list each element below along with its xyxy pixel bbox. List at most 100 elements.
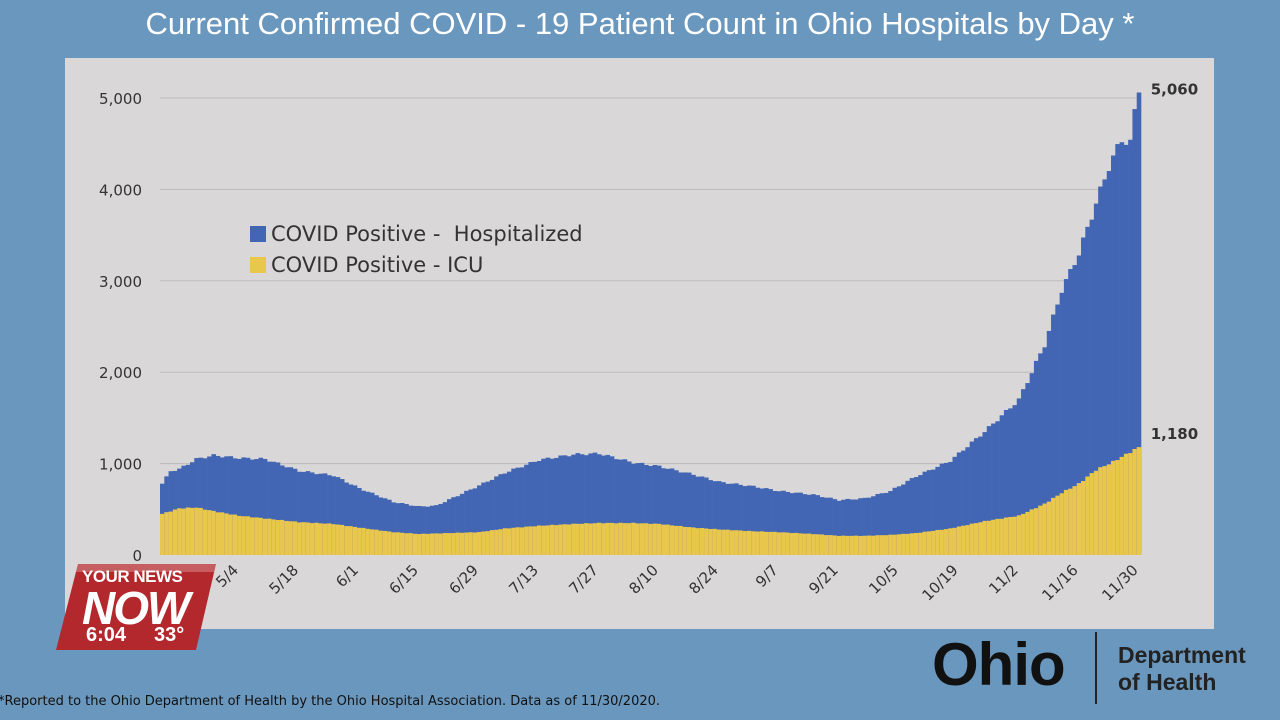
bar-hospitalized — [631, 463, 636, 555]
bar-hospitalized — [648, 466, 653, 555]
badge-temperature: 33° — [154, 624, 185, 646]
x-tick-label: 7/27 — [565, 561, 602, 598]
bar-icu — [841, 535, 846, 555]
bar-hospitalized — [245, 457, 251, 555]
bar-hospitalized — [926, 470, 932, 555]
bar-hospitalized — [644, 464, 649, 555]
bar-icu — [339, 524, 345, 555]
bar-hospitalized — [798, 492, 803, 555]
bar-icu — [1089, 473, 1095, 555]
bar-hospitalized — [725, 483, 731, 555]
bar-icu — [1051, 497, 1056, 555]
bar-hospitalized — [656, 465, 662, 555]
bar-icu — [558, 524, 563, 555]
bar-hospitalized — [395, 503, 401, 555]
bar-icu — [472, 532, 478, 555]
bar-hospitalized — [254, 459, 259, 555]
bar-icu — [404, 533, 409, 555]
bar-icu — [365, 528, 371, 555]
bar-icu — [1029, 509, 1035, 555]
bar-hospitalized — [622, 459, 628, 555]
bar-icu — [344, 526, 349, 555]
bar-hospitalized — [901, 484, 906, 555]
bar-icu — [524, 526, 529, 555]
bar-hospitalized — [635, 463, 641, 555]
bar-icu — [789, 533, 795, 555]
bar-hospitalized — [1021, 389, 1026, 555]
bar-icu — [417, 534, 422, 555]
bar-hospitalized — [862, 497, 868, 555]
bar-hospitalized — [327, 475, 332, 555]
logo-ohio-wordmark: Ohio — [932, 631, 1066, 698]
bar-hospitalized — [759, 488, 765, 555]
bar-icu — [168, 511, 174, 555]
bar-icu — [1033, 508, 1039, 555]
bar-hospitalized — [391, 502, 396, 555]
end-label-hospitalized: 5,060 — [1151, 81, 1198, 99]
bar-icu — [267, 518, 272, 555]
bar-icu — [519, 527, 525, 555]
bar-hospitalized — [344, 482, 349, 555]
bar-hospitalized — [429, 505, 435, 555]
bar-hospitalized — [1012, 405, 1018, 555]
bar-hospitalized — [584, 455, 589, 555]
badge-time: 6:04 — [86, 624, 127, 646]
x-tick-label: 11/16 — [1038, 561, 1081, 604]
bar-hospitalized — [866, 497, 872, 555]
logo-department-line1: Department — [1118, 642, 1246, 668]
bar-hospitalized — [511, 468, 516, 555]
bar-icu — [798, 533, 803, 555]
legend-label-hospitalized: COVID Positive - Hospitalized — [271, 222, 583, 246]
bar-hospitalized — [913, 477, 919, 555]
bar-hospitalized — [952, 456, 958, 555]
bar-icu — [862, 535, 868, 555]
bar-hospitalized — [738, 484, 743, 555]
bar-hospitalized — [275, 462, 281, 555]
bar-icu — [232, 514, 238, 555]
bar-icu — [1046, 501, 1052, 555]
station-badge: YOUR NEWS NOW 6:04 33° — [56, 564, 216, 650]
bar-icu — [1063, 489, 1069, 555]
bar-icu — [738, 530, 743, 555]
bar-hospitalized — [532, 461, 538, 555]
bar-icu — [618, 522, 623, 555]
bar-hospitalized — [451, 497, 456, 555]
bar-hospitalized — [279, 465, 285, 555]
bar-icu — [545, 525, 551, 555]
bar-icu — [716, 529, 722, 555]
bar-hospitalized — [751, 485, 756, 555]
bar-hospitalized — [579, 454, 585, 555]
bar-hospitalized — [991, 423, 996, 555]
bar-icu — [536, 525, 542, 555]
bar-icu — [395, 532, 401, 555]
bar-icu — [481, 531, 486, 555]
bar-icu — [626, 523, 632, 555]
bar-icu — [219, 512, 225, 555]
bar-icu — [181, 508, 187, 555]
bar-hospitalized — [468, 489, 474, 555]
bar-hospitalized — [892, 487, 898, 555]
y-tick-label: 3,000 — [99, 273, 142, 291]
bar-icu — [905, 533, 910, 555]
bar-hospitalized — [536, 461, 542, 555]
bar-hospitalized — [288, 467, 294, 555]
bar-icu — [665, 524, 671, 555]
bar-hospitalized — [614, 459, 619, 555]
bar-icu — [639, 523, 645, 555]
bar-icu — [357, 527, 362, 555]
bar-hospitalized — [318, 473, 324, 555]
bar-hospitalized — [828, 497, 833, 555]
x-tick-label: 8/24 — [685, 561, 722, 598]
bar-hospitalized — [943, 462, 949, 555]
bar-hospitalized — [931, 469, 936, 555]
y-tick-label: 2,000 — [99, 364, 142, 382]
bar-hospitalized — [823, 497, 829, 555]
bar-icu — [228, 514, 234, 555]
bar-hospitalized — [626, 461, 632, 555]
x-tick-label: 6/1 — [332, 561, 362, 591]
bar-hospitalized — [258, 457, 264, 555]
bar-icu — [331, 524, 336, 555]
bar-hospitalized — [982, 432, 988, 555]
bar-icu — [1021, 513, 1026, 555]
bar-hospitalized — [498, 474, 504, 555]
